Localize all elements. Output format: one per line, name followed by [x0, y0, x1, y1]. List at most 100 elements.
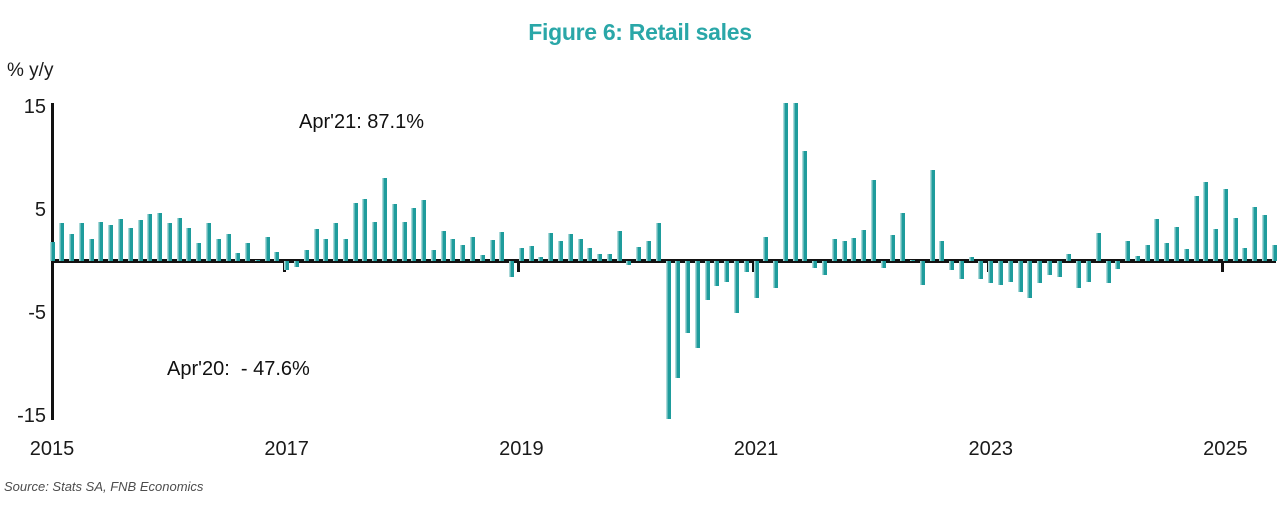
bar: [303, 249, 309, 261]
bar: [1154, 218, 1160, 261]
bar: [274, 251, 280, 261]
bar: [1056, 261, 1062, 278]
bar: [958, 261, 964, 279]
bar: [313, 229, 319, 261]
bar: [1007, 261, 1013, 282]
bar: [323, 239, 329, 261]
bar: [665, 261, 671, 419]
bar: [391, 204, 397, 261]
bar: [988, 261, 994, 283]
bar: [49, 242, 55, 261]
bar: [831, 239, 837, 261]
chart-title: Figure 6: Retail sales: [528, 19, 752, 45]
bar: [509, 261, 515, 278]
x-axis-tick: [1221, 263, 1225, 272]
bar: [284, 261, 290, 271]
bar: [225, 234, 231, 261]
bar: [929, 170, 935, 261]
bar: [636, 246, 642, 261]
bar: [821, 261, 827, 276]
bar: [763, 237, 769, 261]
bar: [401, 221, 407, 261]
bar: [205, 222, 211, 261]
bar: [802, 150, 808, 261]
bar: [362, 199, 368, 261]
bar: [479, 254, 485, 261]
bar: [1125, 241, 1131, 261]
bar: [1193, 196, 1199, 261]
y-axis-unit-label: % y/y: [7, 60, 54, 81]
bar: [108, 224, 114, 261]
bar: [1183, 248, 1189, 261]
bar: [567, 234, 573, 261]
bar: [147, 213, 153, 261]
bar: [792, 103, 798, 261]
bar: [352, 203, 358, 261]
bar: [186, 228, 192, 261]
bar: [157, 212, 163, 261]
bar: [127, 228, 133, 261]
y-axis-tick-label: 15: [23, 95, 46, 118]
bar: [1232, 217, 1238, 261]
bar: [254, 259, 260, 261]
bar: [880, 261, 886, 269]
annotation-apr21-peak: Apr'21: 87.1%: [299, 111, 425, 133]
bar: [333, 222, 339, 261]
bar: [196, 243, 202, 261]
bar: [1115, 261, 1121, 270]
bar: [694, 261, 700, 348]
bar: [587, 247, 593, 261]
x-axis-year-label: 2017: [264, 438, 309, 460]
bar: [1222, 188, 1228, 261]
bar: [978, 261, 984, 279]
bar: [460, 244, 466, 261]
bar: [685, 261, 691, 334]
bar: [1066, 253, 1072, 261]
bar: [235, 252, 241, 261]
bar: [1271, 244, 1277, 261]
bar: [137, 219, 143, 261]
bar: [557, 241, 563, 261]
bar: [919, 261, 925, 285]
bar: [548, 233, 554, 261]
x-axis-zero-line: [51, 259, 1276, 263]
y-axis-tick-label: -15: [17, 404, 46, 427]
bar: [861, 230, 867, 261]
bar: [538, 256, 544, 261]
bar: [469, 237, 475, 261]
bar: [616, 231, 622, 261]
bar: [841, 241, 847, 261]
bar: [900, 212, 906, 261]
bar: [342, 239, 348, 261]
x-axis-year-label: 2021: [733, 438, 779, 460]
bar: [997, 261, 1003, 285]
bar: [88, 239, 94, 261]
bar: [1105, 261, 1111, 283]
bar: [1027, 261, 1033, 299]
bar: [1173, 227, 1179, 261]
bar: [733, 261, 739, 313]
x-axis-year-label: 2025: [1203, 438, 1248, 460]
y-axis-tick-label: -5: [28, 301, 46, 324]
bar: [245, 243, 251, 261]
bar: [1252, 207, 1258, 261]
bar: [528, 245, 534, 261]
bar: [890, 235, 896, 261]
bar: [655, 222, 661, 261]
x-axis-tick: [517, 263, 521, 272]
bar: [870, 179, 876, 261]
bar: [597, 253, 603, 261]
bar: [1037, 261, 1043, 283]
bar: [812, 261, 818, 269]
bar: [1144, 244, 1150, 261]
bar: [782, 103, 788, 261]
bar: [1203, 181, 1209, 261]
bar: [430, 249, 436, 261]
bar: [117, 218, 123, 261]
bar: [372, 221, 378, 261]
bar: [606, 253, 612, 261]
bar: [215, 239, 221, 261]
bar: [1095, 233, 1101, 261]
bar: [1076, 261, 1082, 288]
bar: [909, 259, 915, 261]
